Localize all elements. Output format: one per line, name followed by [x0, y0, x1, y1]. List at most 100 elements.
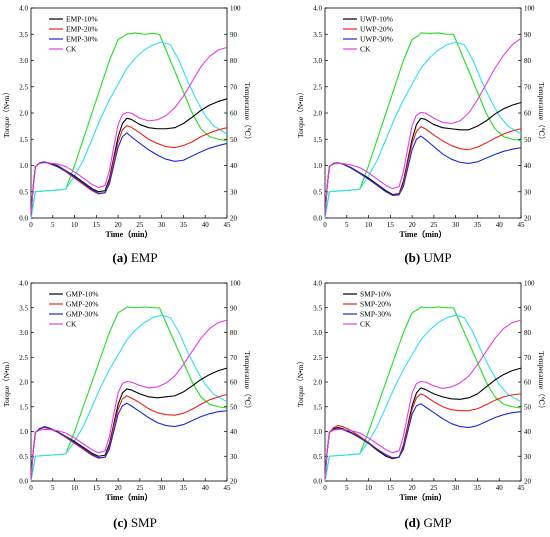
- x-tick-label: 5: [345, 221, 349, 229]
- y-left-tick-label: 1.5: [19, 136, 28, 144]
- legend-label: CK: [66, 45, 77, 54]
- chart-panel-2: 0 5 10 15 20 25 30 35 40 45 0.0 0.5 1.0 1.5 2.0 2.5 3.0 3…: [296, 5, 546, 266]
- series-line-gmp-10: [30, 367, 228, 479]
- y-right-tick-label: 40: [524, 162, 532, 170]
- y-left-tick-label: 4.0: [19, 5, 28, 13]
- x-tick-label: 0: [29, 221, 33, 229]
- series-line-smp-10: [324, 367, 522, 479]
- y-right-tick-label: 50: [524, 403, 532, 411]
- legend-label: UWP-10%: [360, 15, 393, 24]
- y-left-tick-label: 1.5: [313, 403, 322, 411]
- legend-label: CK: [360, 45, 371, 54]
- series-line-uwp-20: [324, 126, 522, 216]
- y-right-tick-label: 20: [230, 215, 238, 223]
- legend-label: CK: [66, 320, 77, 329]
- x-tick-label: 15: [387, 484, 395, 492]
- y-right-tick-label: 60: [524, 379, 532, 387]
- series-line-gmp-30: [30, 402, 228, 479]
- x-tick-label: 10: [365, 484, 373, 492]
- y-right-tick-label: 80: [230, 329, 238, 337]
- y-left-tick-label: 0.0: [19, 215, 28, 223]
- series-line-smp-20: [324, 393, 522, 479]
- y-left-tick-label: 0.0: [313, 478, 322, 486]
- y-left-axis-label: Torque（N•m）: [2, 357, 11, 407]
- x-tick-label: 40: [496, 484, 504, 492]
- y-right-tick-label: 40: [524, 428, 532, 436]
- legend-label: CK: [360, 320, 371, 329]
- y-left-tick-label: 1.0: [19, 428, 28, 436]
- y-right-tick-label: 90: [230, 304, 238, 312]
- series-line-gmp-20: [30, 393, 228, 479]
- legend-label: EMP-10%: [66, 15, 98, 24]
- x-axis-label: Time（min）: [400, 492, 447, 502]
- y-left-tick-label: 2.5: [19, 354, 28, 362]
- legend-label: SMP-30%: [360, 310, 391, 319]
- y-right-axis-label: Temperature（℃）: [243, 351, 252, 412]
- y-left-tick-label: 1.0: [313, 162, 322, 170]
- legend-label: EMP-30%: [66, 35, 98, 44]
- y-right-tick-label: 80: [524, 329, 532, 337]
- x-tick-label: 40: [202, 221, 210, 229]
- x-tick-label: 35: [474, 221, 482, 229]
- legend-label: GMP-20%: [66, 300, 99, 309]
- caption-name: GMP: [420, 515, 451, 530]
- x-tick-label: 5: [345, 484, 349, 492]
- y-left-tick-label: 1.0: [19, 162, 28, 170]
- x-tick-label: 15: [93, 221, 101, 229]
- x-tick-label: 25: [430, 221, 438, 229]
- panel-caption: (c) SMP: [113, 515, 157, 530]
- series-line-emp-30: [30, 132, 228, 216]
- caption-letter: (a): [112, 250, 127, 265]
- x-tick-label: 10: [365, 221, 373, 229]
- y-right-tick-label: 60: [230, 110, 238, 118]
- y-left-tick-label: 0.0: [19, 478, 28, 486]
- y-left-tick-label: 0.5: [313, 453, 322, 461]
- panel-caption: (b) UMP: [404, 250, 451, 265]
- x-tick-label: 10: [71, 221, 79, 229]
- legend-label: GMP-10%: [66, 290, 99, 299]
- y-right-tick-label: 50: [230, 136, 238, 144]
- y-left-tick-label: 3.0: [313, 57, 322, 65]
- x-tick-label: 5: [51, 484, 55, 492]
- x-tick-label: 40: [496, 221, 504, 229]
- y-left-tick-label: 2.5: [313, 354, 322, 362]
- legend: UWP-10%UWP-20%UWP-30%CK: [343, 15, 393, 54]
- series-line-ck: [30, 319, 228, 479]
- y-left-tick-label: 1.0: [313, 428, 322, 436]
- x-tick-label: 45: [518, 484, 526, 492]
- x-tick-label: 0: [29, 484, 33, 492]
- legend-label: UWP-30%: [360, 35, 393, 44]
- y-right-tick-label: 30: [230, 453, 238, 461]
- x-tick-label: 25: [430, 484, 438, 492]
- y-right-tick-label: 90: [524, 31, 532, 39]
- y-right-tick-label: 70: [230, 83, 238, 91]
- x-axis-label: Time（min）: [400, 229, 447, 239]
- caption-name: UMP: [420, 250, 451, 265]
- x-tick-label: 35: [474, 484, 482, 492]
- y-right-tick-label: 100: [524, 280, 535, 288]
- y-left-tick-label: 3.0: [19, 329, 28, 337]
- y-right-tick-label: 60: [230, 379, 238, 387]
- y-right-tick-label: 30: [524, 188, 532, 196]
- x-tick-label: 30: [452, 484, 460, 492]
- legend: GMP-10%GMP-20%GMP-30%CK: [49, 290, 99, 329]
- legend-label: EMP-20%: [66, 25, 98, 34]
- y-right-axis-label: Temperature（℃）: [243, 82, 252, 143]
- x-tick-label: 45: [518, 221, 526, 229]
- y-left-axis-label: Torque（N•m）: [296, 88, 305, 138]
- x-tick-label: 20: [409, 484, 417, 492]
- y-right-tick-label: 30: [230, 188, 238, 196]
- y-right-tick-label: 80: [230, 57, 238, 65]
- series-line-emp-20: [30, 125, 228, 216]
- x-tick-label: 15: [93, 484, 101, 492]
- temperature-line-5: [30, 314, 228, 482]
- legend-label: GMP-30%: [66, 310, 99, 319]
- x-tick-label: 30: [158, 484, 166, 492]
- temperature-line-5: [30, 41, 228, 219]
- y-left-tick-label: 3.5: [19, 304, 28, 312]
- y-left-tick-label: 1.5: [313, 136, 322, 144]
- y-right-tick-label: 80: [524, 57, 532, 65]
- x-tick-label: 20: [409, 221, 417, 229]
- y-right-tick-label: 40: [230, 428, 238, 436]
